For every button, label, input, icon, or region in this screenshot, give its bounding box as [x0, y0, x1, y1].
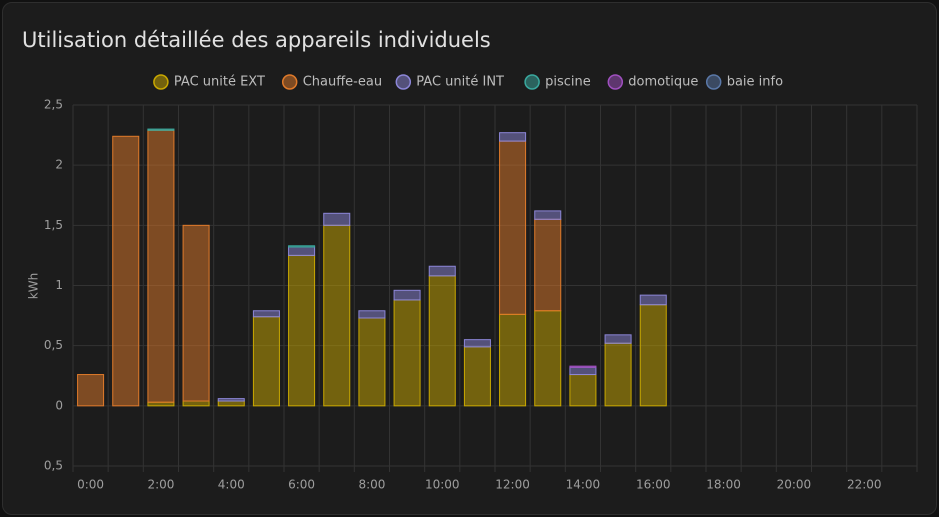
x-tick-label: 16:00: [636, 478, 671, 492]
bar-segment: [569, 365, 597, 368]
x-tick-label: 8:00: [358, 478, 385, 492]
y-tick-label: 2: [55, 158, 63, 172]
legend-label: PAC unité INT: [416, 75, 504, 90]
bar-segment: [499, 132, 527, 142]
legend-marker: [524, 74, 540, 90]
bar-segment: [534, 310, 562, 407]
y-tick-label: 2,5: [44, 98, 63, 112]
bar-segment: [217, 398, 245, 402]
bar-segment: [112, 135, 140, 407]
legend-label: domotique: [628, 75, 698, 90]
legend-label: piscine: [545, 75, 591, 90]
x-tick-label: 4:00: [218, 478, 245, 492]
bar-segment: [569, 374, 597, 407]
x-tick-label: 2:00: [147, 478, 174, 492]
bar-segment: [499, 140, 527, 315]
bar-segment: [217, 400, 245, 407]
bar-segment: [358, 317, 386, 407]
bar-segment: [358, 310, 386, 319]
bar-segment: [569, 366, 597, 376]
bar-segment: [393, 299, 421, 407]
x-tick-label: 0:00: [77, 478, 104, 492]
legend-marker: [607, 74, 624, 90]
bar-segment: [639, 294, 667, 306]
x-tick-label: 20:00: [777, 478, 812, 492]
bar-segment: [639, 304, 667, 407]
legend-label: Chauffe-eau: [303, 75, 382, 90]
bar-segment: [428, 275, 456, 407]
bar-segment: [252, 316, 280, 407]
bar-segment: [288, 246, 316, 256]
bar-segment: [463, 339, 491, 348]
x-tick-label: 10:00: [425, 478, 460, 492]
legend-marker: [395, 74, 412, 90]
bar-segment: [147, 129, 175, 403]
bar-segment: [323, 224, 351, 407]
y-tick-label: 1: [55, 278, 63, 292]
bar-segment: [252, 310, 280, 318]
legend-label: PAC unité EXT: [174, 75, 265, 90]
bar-segment: [604, 334, 632, 344]
bar-segment: [182, 400, 210, 407]
bar-segment: [428, 265, 456, 277]
bar-segment: [147, 401, 175, 407]
legend-marker: [281, 74, 298, 90]
bar-segment: [499, 313, 527, 407]
x-tick-label: 18:00: [706, 478, 741, 492]
bar-segment: [463, 346, 491, 407]
y-tick-label: 0,5: [44, 338, 63, 352]
bar-segment: [147, 128, 175, 131]
y-axis-label: kWh: [27, 273, 41, 299]
legend-marker: [705, 74, 722, 90]
x-tick-label: 14:00: [566, 478, 601, 492]
y-tick-label: 1,5: [44, 218, 63, 232]
bar-segment: [288, 254, 316, 407]
chart-title: Utilisation détaillée des appareils indi…: [22, 28, 491, 52]
bar-segment: [604, 342, 632, 407]
x-tick-label: 22:00: [847, 478, 882, 492]
bar-segment: [288, 245, 316, 248]
bar-segment: [534, 218, 562, 312]
bar-segment: [393, 289, 421, 301]
legend-label: baie info: [727, 75, 783, 90]
legend-marker: [153, 74, 169, 90]
x-tick-label: 6:00: [288, 478, 315, 492]
bar-segment: [77, 374, 105, 407]
bar-segment: [534, 210, 562, 220]
bar-segment: [323, 212, 351, 226]
y-tick-label: 0: [55, 398, 63, 412]
x-tick-label: 12:00: [495, 478, 530, 492]
y-tick-label: 0,5: [44, 459, 63, 473]
bar-segment: [182, 224, 210, 402]
